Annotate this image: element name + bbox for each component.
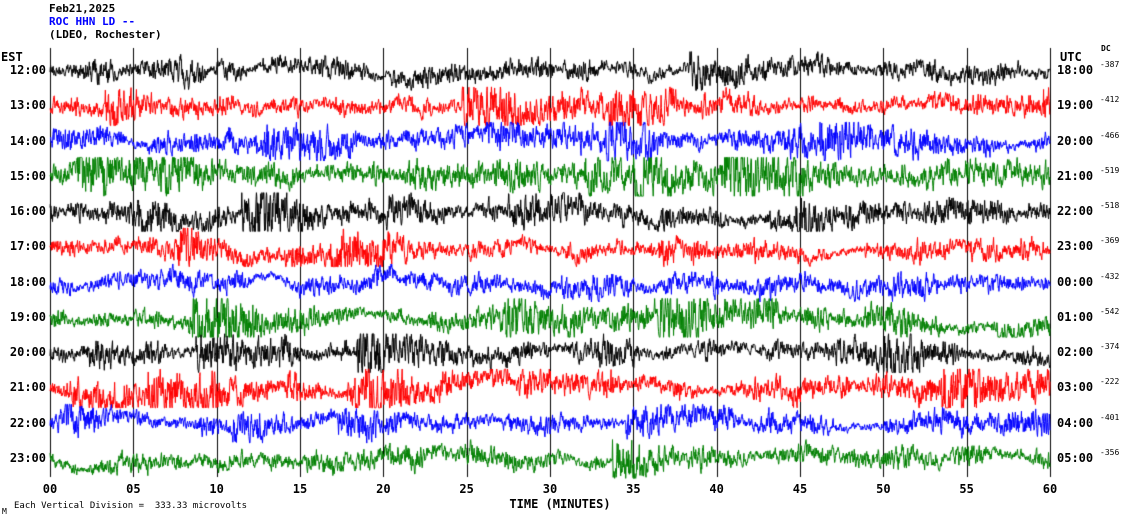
est-hour-label: 21:00	[9, 380, 46, 395]
utc-hour-label: 03:00	[1057, 380, 1094, 395]
dc-value: -518	[1100, 201, 1120, 211]
est-hour-label: 15:00	[9, 168, 46, 183]
utc-hour-label: 05:00	[1057, 450, 1094, 465]
utc-hour-label: 18:00	[1057, 63, 1094, 77]
x-tick-label: 40	[709, 482, 724, 496]
dc-value: -222	[1100, 377, 1120, 387]
dc-value: -412	[1100, 95, 1120, 105]
x-tick-label: 50	[876, 482, 891, 496]
dc-value: -519	[1100, 165, 1120, 175]
dc-value: -356	[1100, 447, 1120, 457]
est-hour-label: 18:00	[9, 274, 46, 289]
right-axis-title: UTC	[1060, 50, 1082, 64]
utc-hour-label: 19:00	[1057, 98, 1094, 113]
est-hour-label: 22:00	[9, 415, 46, 430]
dc-value: -542	[1100, 306, 1120, 316]
x-tick-label: 45	[792, 482, 808, 496]
utc-hour-label: 02:00	[1057, 345, 1094, 360]
utc-hour-label: 21:00	[1057, 168, 1094, 183]
utc-hour-label: 00:00	[1057, 274, 1094, 289]
dc-value: -369	[1100, 236, 1120, 246]
utc-hour-label: 04:00	[1057, 415, 1094, 430]
utc-hour-label: 20:00	[1057, 133, 1094, 148]
x-tick-label: 25	[459, 482, 474, 496]
x-tick-label: 00	[42, 482, 58, 496]
dc-value: -387	[1100, 60, 1120, 69]
header-date: Feb21,2025	[49, 2, 116, 15]
watermark-mark: M	[2, 507, 7, 516]
x-tick-label: 20	[376, 482, 391, 496]
x-tick-label: 30	[542, 482, 558, 496]
division-note: Each Vertical Division = 333.33 microvol…	[14, 501, 247, 511]
est-hour-label: 14:00	[9, 133, 46, 148]
x-axis-label: TIME (MINUTES)	[509, 497, 611, 511]
header-station: ROC HHN LD --	[49, 15, 136, 28]
x-tick-label: 05	[126, 482, 141, 496]
est-hour-label: 13:00	[9, 98, 46, 113]
est-hour-label: 19:00	[9, 309, 46, 324]
est-hour-label: 17:00	[9, 239, 46, 254]
est-hour-label: 20:00	[9, 345, 46, 360]
dc-value: -401	[1100, 412, 1120, 422]
left-axis-title: EST	[1, 50, 23, 64]
est-hour-label: 23:00	[9, 450, 46, 465]
x-tick-label: 35	[626, 482, 641, 496]
utc-hour-label: 22:00	[1057, 204, 1094, 219]
est-hour-label: 12:00	[9, 63, 46, 77]
utc-hour-label: 01:00	[1057, 309, 1094, 324]
dc-value: -374	[1100, 342, 1120, 352]
x-tick-label: 15	[292, 482, 308, 496]
utc-hour-label: 23:00	[1057, 239, 1094, 254]
est-hour-label: 16:00	[9, 204, 46, 219]
header-location: (LDEO, Rochester)	[49, 28, 162, 41]
dc-axis-title: DC	[1101, 44, 1111, 53]
x-tick-label: 60	[1042, 482, 1058, 496]
dc-value: -466	[1100, 130, 1120, 140]
x-tick-label: 10	[209, 482, 224, 496]
x-tick-label: 55	[959, 482, 974, 496]
dc-value: -432	[1100, 271, 1120, 281]
